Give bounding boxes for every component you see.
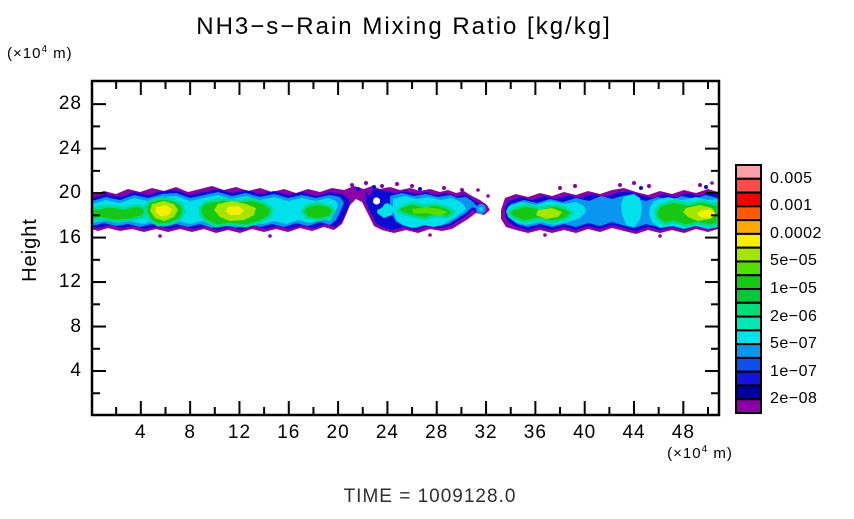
colorbar-cell	[735, 232, 762, 249]
plot-frame	[90, 79, 721, 417]
contour-layer-yellow-3	[697, 209, 715, 218]
colorbar-cell	[735, 205, 762, 222]
x-tick-label: 44	[622, 422, 646, 443]
y-axis-unit-label: (×104 m)	[7, 44, 73, 62]
contour-speck	[698, 183, 702, 187]
contour-speck	[428, 233, 432, 237]
x-tick-label: 4	[135, 422, 147, 443]
contour-speck	[543, 233, 547, 237]
contour-speck	[395, 182, 399, 186]
contour-speck	[618, 183, 622, 187]
y-tick-label: 24	[58, 137, 82, 159]
x-tick-label: 36	[523, 422, 547, 443]
x-tick-label: 24	[375, 422, 399, 443]
x-unit-pre: (×10	[667, 445, 702, 462]
contour-speck	[418, 187, 422, 191]
contour-speck	[710, 181, 714, 185]
x-tick-label: 28	[425, 422, 449, 443]
x-axis-unit-label: (×104 m)	[645, 444, 755, 462]
colorbar	[735, 164, 762, 415]
contour-speck	[639, 186, 643, 190]
contour-speck	[158, 234, 162, 238]
y-tick-label: 8	[70, 315, 82, 337]
x-tick-label: 8	[184, 422, 196, 443]
contour-layer-ring-hole	[373, 197, 381, 205]
y-tick-label: 12	[58, 271, 82, 293]
colorbar-label: 2e−08	[770, 390, 818, 408]
x-unit-sup: 4	[701, 444, 709, 455]
colorbar-cell	[735, 288, 762, 304]
colorbar-label: 0.005	[770, 169, 813, 187]
x-tick-label: 40	[573, 422, 597, 443]
colorbar-label: 1e−07	[770, 362, 818, 380]
contour-speck	[658, 234, 662, 238]
contour-speck	[364, 181, 368, 185]
rain-band-contours	[93, 181, 718, 238]
contour-layer-green-1	[93, 203, 148, 223]
colorbar-cell	[735, 219, 762, 235]
contour-speck	[704, 185, 708, 189]
colorbar-cell	[735, 274, 762, 291]
x-tick-label: 32	[474, 422, 498, 443]
contour-speck	[486, 194, 490, 198]
colorbar-cell	[735, 301, 762, 318]
contour-speck	[476, 188, 480, 192]
contour-speck	[442, 186, 446, 190]
contour-speck	[632, 181, 636, 185]
contour-speck	[268, 234, 272, 238]
colorbar-label: 5e−05	[770, 252, 818, 270]
colorbar-cell	[735, 343, 762, 359]
contour-speck	[647, 184, 651, 188]
y-tick-label: 16	[58, 226, 82, 248]
colorbar-cell	[735, 329, 762, 346]
contour-layer-lump-cyan	[479, 207, 483, 211]
contour-speck	[356, 187, 360, 191]
contour-speck	[366, 190, 372, 196]
colorbar-label: 5e−07	[770, 335, 818, 353]
x-tick-label: 48	[671, 422, 695, 443]
x-tick-label: 20	[326, 422, 350, 443]
y-unit-pre: (×10	[7, 45, 42, 62]
x-unit-post: m)	[708, 445, 733, 462]
contour-layer-cyan-2b	[621, 194, 642, 227]
colorbar-cell	[735, 356, 762, 373]
contour-speck	[350, 183, 354, 187]
colorbar-cell	[735, 177, 762, 194]
y-tick-label: 20	[58, 182, 82, 204]
contour-layer-green-4	[300, 201, 336, 222]
chart-title: NH3−s−Rain Mixing Ratio [kg/kg]	[196, 13, 612, 40]
contour-speck	[372, 185, 376, 189]
contour-speck	[460, 188, 464, 192]
time-annotation: TIME = 1009128.0	[343, 486, 517, 507]
y-tick-label: 28	[58, 93, 82, 115]
contour-speck	[380, 184, 384, 188]
colorbar-cell	[735, 191, 762, 208]
colorbar-label: 0.0002	[770, 224, 822, 242]
contour-speck	[410, 184, 414, 188]
colorbar-cell	[735, 260, 762, 277]
colorbar-label: 2e−06	[770, 307, 818, 325]
contour-layer-yellow-1	[156, 205, 172, 217]
contour-layer-yellow-2	[226, 206, 244, 215]
colorbar-cell	[735, 164, 762, 180]
y-unit-post: m)	[48, 45, 73, 62]
contour-speck	[573, 184, 577, 188]
colorbar-cell	[735, 398, 762, 415]
colorbar-cell	[735, 246, 762, 263]
colorbar-cell	[735, 315, 762, 332]
colorbar-cell	[735, 384, 762, 401]
contour-layer-chartreuse-3	[536, 208, 562, 219]
colorbar-cell	[735, 370, 762, 387]
y-tick-label: 4	[70, 360, 82, 382]
axes-frame	[90, 79, 721, 417]
colorbar-label: 1e−05	[770, 280, 818, 298]
colorbar-label: 0.001	[770, 197, 813, 215]
contour-layer-bright-green-5	[412, 207, 448, 216]
x-tick-label: 12	[227, 422, 252, 443]
contour-speck	[558, 186, 562, 190]
y-unit-sup: 4	[41, 44, 49, 55]
x-tick-label: 16	[277, 422, 301, 443]
